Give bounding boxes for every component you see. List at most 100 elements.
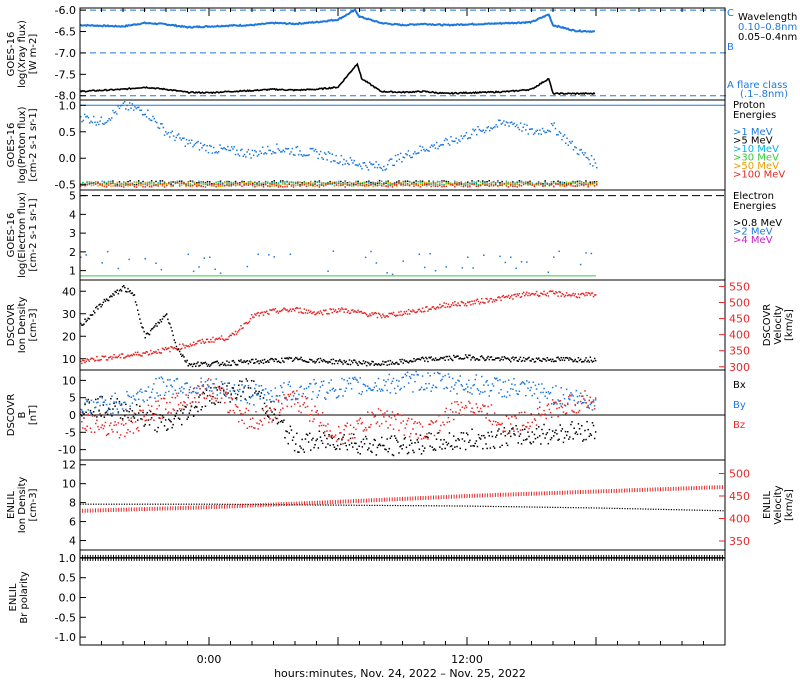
proton-baseline-point <box>164 181 166 183</box>
dscovr-velocity-point <box>407 313 409 315</box>
b-by-point <box>351 388 353 390</box>
proton-1mev-point <box>329 153 331 155</box>
proton-baseline-point <box>108 182 110 184</box>
b-by-point <box>333 388 335 390</box>
dscovr-density-point <box>520 357 522 359</box>
b-bx-point <box>318 447 320 449</box>
proton-1mev-point <box>519 129 521 131</box>
b-by-point <box>527 388 529 390</box>
electron-2mev-point <box>102 262 104 264</box>
b-bz-point <box>175 397 177 399</box>
proton-baseline-point <box>142 184 144 186</box>
enlil-density-point <box>348 505 349 506</box>
b-bz-point <box>129 431 131 433</box>
b-by-point <box>162 378 164 380</box>
enlil-density-point <box>390 505 391 506</box>
proton-baseline-point <box>516 186 518 188</box>
enlil-density-point <box>557 507 558 508</box>
b-by-point <box>492 383 494 385</box>
b-bz-point <box>442 422 444 424</box>
b-bx-point <box>363 439 365 441</box>
b-by-point <box>269 399 271 401</box>
dscovr-velocity-point <box>310 311 312 313</box>
proton-baseline-point <box>366 185 368 187</box>
dscovr-velocity-point <box>472 303 474 305</box>
b-bz-point <box>401 415 403 417</box>
b-bx-point <box>299 446 301 448</box>
proton-baseline-point <box>241 182 243 184</box>
b-bz-point <box>509 432 511 434</box>
electron-2mev-point <box>198 266 200 268</box>
proton-baseline-point <box>489 183 491 185</box>
y-axis-label: [cm-2 s-1 sr-1] <box>28 198 39 271</box>
enlil-density-point <box>552 507 553 508</box>
dscovr-velocity-point <box>258 315 260 317</box>
proton-baseline-point <box>590 183 592 185</box>
proton-baseline-point <box>108 181 110 183</box>
dscovr-velocity-point <box>268 313 270 315</box>
dscovr-density-point <box>364 363 366 365</box>
proton-baseline-point <box>317 185 319 187</box>
b-bx-point <box>233 387 235 389</box>
dscovr-velocity-point <box>331 309 333 311</box>
proton-1mev-point <box>188 140 190 142</box>
proton-legend-subtitle: Energies <box>733 110 776 121</box>
enlil-density-point <box>328 505 329 506</box>
b-bx-point <box>469 440 471 442</box>
b-by-point <box>361 394 363 396</box>
y-axis-label-right: [km/s] <box>784 309 795 341</box>
b-bz-point <box>256 422 258 424</box>
proton-baseline-point <box>396 181 398 183</box>
b-bz-point <box>570 395 572 397</box>
proton-baseline-point <box>420 186 422 188</box>
enlil-density-point <box>511 506 512 507</box>
proton-1mev-point <box>203 145 205 147</box>
b-by-point <box>362 391 364 393</box>
dscovr-density-point <box>171 330 173 332</box>
proton-baseline-point <box>215 183 217 185</box>
proton-1mev-point <box>156 122 158 124</box>
dscovr-density-point <box>557 357 559 359</box>
proton-baseline-point <box>396 184 398 186</box>
b-bz-point <box>528 428 530 430</box>
b-bz-point <box>112 431 114 433</box>
proton-baseline-point <box>452 183 454 185</box>
b-bz-point <box>225 391 227 393</box>
enlil-density-point <box>436 505 437 506</box>
dscovr-velocity-point <box>552 290 554 292</box>
proton-baseline-point <box>145 182 147 184</box>
b-bx-point <box>428 432 430 434</box>
proton-baseline-point <box>497 185 499 187</box>
proton-1mev-point <box>446 139 448 141</box>
enlil-density-point <box>568 507 569 508</box>
b-bz-point <box>379 425 381 427</box>
b-by-point <box>170 385 172 387</box>
b-bx-point <box>294 450 296 452</box>
b-bz-point <box>386 410 388 412</box>
proton-1mev-point <box>302 155 304 157</box>
proton-baseline-point <box>215 181 217 183</box>
b-bx-point <box>202 406 204 408</box>
enlil-density-point <box>209 504 210 505</box>
b-bz-point <box>338 426 340 428</box>
dscovr-density-point <box>264 359 266 361</box>
electron-2mev-point <box>548 272 550 274</box>
dscovr-density-point <box>102 304 104 306</box>
dscovr-velocity-point <box>282 309 284 311</box>
b-by-point <box>441 379 443 381</box>
dscovr-density-point <box>331 359 333 361</box>
proton-baseline-point <box>534 186 536 188</box>
b-bz-point <box>260 420 262 422</box>
b-bz-point <box>508 418 510 420</box>
proton-baseline-point <box>248 185 250 187</box>
b-bz-point <box>394 415 396 417</box>
dscovr-velocity-point <box>370 315 372 317</box>
b-bz-point <box>329 430 331 432</box>
proton-baseline-point <box>220 186 222 188</box>
b-bx-point <box>247 380 249 382</box>
b-by-point <box>556 403 558 405</box>
proton-baseline-point <box>278 182 280 184</box>
b-bz-point <box>289 396 291 398</box>
enlil-density-point <box>661 509 662 510</box>
b-by-point <box>268 393 270 395</box>
